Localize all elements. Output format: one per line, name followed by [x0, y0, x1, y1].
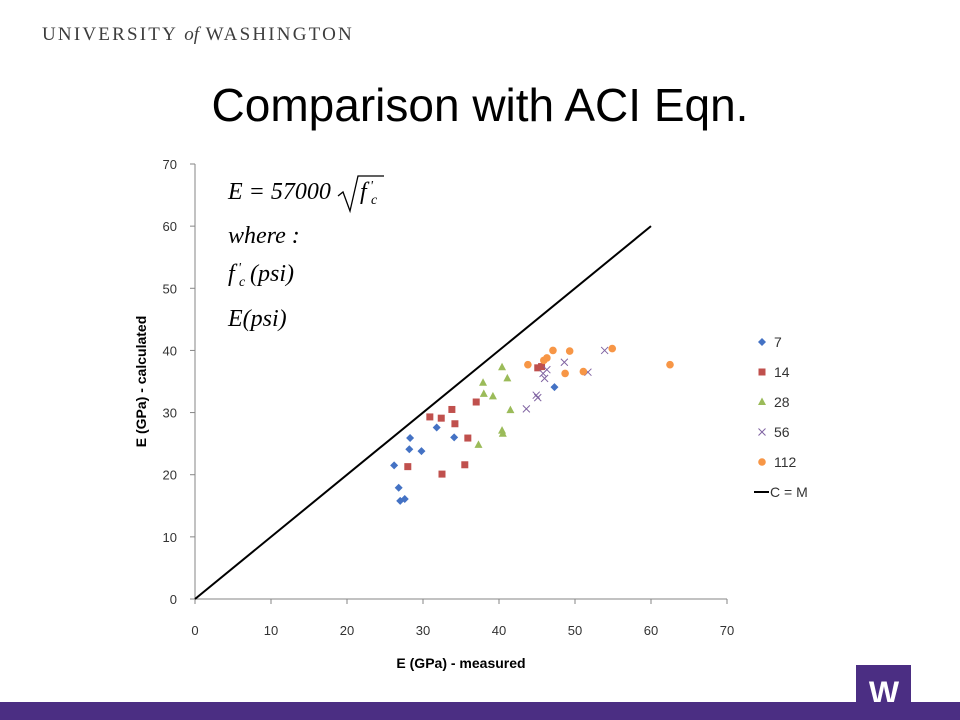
- formula-sub-2: c: [239, 275, 246, 290]
- data-point-28: [498, 429, 507, 437]
- data-point-14: [451, 420, 459, 428]
- data-point-14: [472, 398, 480, 406]
- data-point-7: [390, 461, 399, 470]
- y-tick-label: 60: [163, 219, 177, 234]
- data-point-56: [522, 404, 531, 413]
- legend-marker-28: [758, 397, 766, 405]
- y-tick-label: 20: [163, 468, 177, 483]
- y-axis-label: E (GPa) - calculated: [133, 316, 149, 447]
- data-point-7: [406, 434, 415, 443]
- x-tick-label: 10: [264, 623, 278, 638]
- university-header: UNIVERSITY of WASHINGTON: [42, 24, 354, 46]
- legend-label: 112: [774, 454, 797, 470]
- data-point-112: [549, 346, 557, 355]
- data-point-28: [506, 405, 515, 414]
- data-point-7: [450, 433, 459, 442]
- data-point-14: [461, 461, 469, 469]
- data-point-28: [479, 389, 488, 397]
- formula-line-3: (psi): [250, 261, 294, 287]
- sqrt-symbol: [337, 175, 384, 214]
- formula-fc-2: f: [228, 261, 238, 287]
- data-point-7: [400, 494, 409, 503]
- x-tick-label: 20: [340, 623, 354, 638]
- data-point-14: [534, 364, 542, 372]
- slide-title: Comparison with ACI Eqn.: [211, 79, 749, 131]
- data-point-7: [394, 483, 403, 492]
- data-point-56: [533, 393, 542, 402]
- legend-marker-56: [758, 428, 766, 436]
- data-point-56: [560, 358, 569, 367]
- data-point-56: [532, 391, 541, 400]
- data-point-14: [404, 463, 412, 471]
- legend-label: 56: [774, 424, 790, 440]
- series-line-c-equals-m: [194, 225, 652, 600]
- data-point-28: [479, 378, 488, 386]
- formula-sub-1: c: [371, 193, 378, 208]
- data-point-112: [565, 347, 574, 355]
- data-point-14: [464, 434, 472, 442]
- data-point-28: [488, 391, 497, 400]
- x-tick-label: 50: [568, 623, 582, 638]
- line-series: [194, 225, 652, 600]
- data-point-56: [540, 374, 549, 383]
- data-point-14: [437, 414, 445, 422]
- y-tick-label: 0: [170, 592, 177, 607]
- formula-line-2: where :: [228, 223, 300, 249]
- y-tick-label: 70: [163, 157, 177, 172]
- x-tick-label: 70: [720, 623, 734, 638]
- legend-label: 14: [774, 364, 790, 380]
- y-tick-label: 30: [163, 406, 177, 421]
- data-point-14: [448, 405, 456, 413]
- data-point-28: [474, 440, 483, 448]
- header-university: UNIVERSITY: [42, 24, 178, 45]
- data-point-112: [543, 354, 551, 362]
- data-point-7: [405, 445, 414, 454]
- formula-box: E = 57000 f ' c where : f ' c (psi) E(ps…: [227, 175, 384, 332]
- data-point-56: [600, 346, 609, 355]
- x-tick-label: 40: [492, 623, 506, 638]
- x-tick-label: 30: [416, 623, 430, 638]
- formula-prime-1: ': [370, 179, 374, 194]
- data-point-14: [426, 413, 434, 421]
- formula-line-4: E(psi): [227, 306, 287, 332]
- formula-fc-1: f: [360, 179, 370, 205]
- data-point-112: [561, 369, 569, 378]
- data-point-7: [432, 423, 441, 432]
- legend-label: 28: [774, 394, 790, 410]
- x-tick-label: 60: [644, 623, 658, 638]
- data-point-112: [666, 360, 674, 369]
- formula-line-1: E = 57000: [227, 179, 331, 205]
- formula-prime-2: ': [238, 261, 242, 276]
- y-tick-label: 40: [163, 343, 177, 358]
- chart-legend: 7 14 28 56 112 C = M: [754, 334, 808, 500]
- data-point-112: [579, 367, 588, 376]
- data-point-14: [438, 470, 446, 478]
- data-point-14: [538, 363, 546, 371]
- data-point-7: [417, 447, 426, 456]
- data-point-28: [503, 373, 512, 382]
- y-tick-label: 10: [163, 530, 177, 545]
- header-washington: WASHINGTON: [205, 24, 354, 45]
- data-point-28: [498, 362, 507, 371]
- chart-axes: 0 10 20 30 40 50 60 70 0 10 20 30 40 50 60 70 E (GPa) - …: [133, 157, 734, 671]
- legend-label: 7: [774, 334, 782, 350]
- data-point-112: [608, 344, 617, 353]
- data-points: [390, 344, 674, 505]
- legend-marker-7: [758, 338, 766, 346]
- header-of: of: [184, 24, 200, 45]
- x-tick-label: 0: [191, 623, 198, 638]
- data-point-112: [524, 360, 532, 369]
- data-point-56: [543, 365, 551, 374]
- legend-label: C = M: [770, 484, 808, 500]
- data-point-7: [550, 383, 559, 392]
- legend-marker-112: [758, 458, 766, 466]
- bottom-bar: [0, 702, 960, 720]
- y-tick-label: 50: [163, 281, 177, 296]
- legend-marker-14: [758, 368, 766, 376]
- x-axis-label: E (GPa) - measured: [396, 655, 525, 671]
